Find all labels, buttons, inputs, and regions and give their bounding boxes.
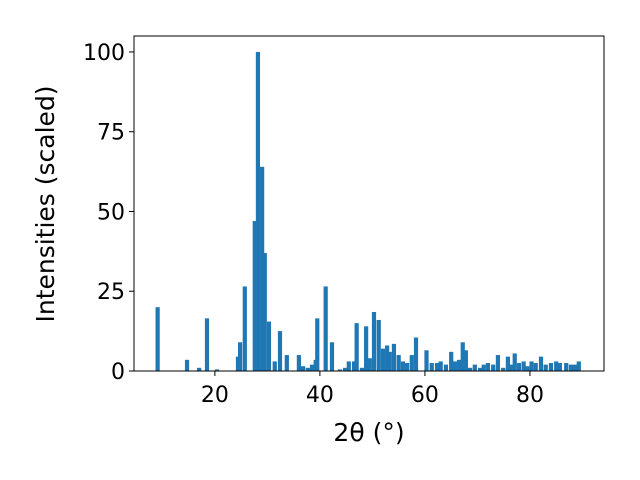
bar xyxy=(548,363,554,371)
bar xyxy=(235,356,241,371)
bar xyxy=(315,318,320,371)
bar xyxy=(443,364,449,371)
bar xyxy=(564,363,569,371)
bar xyxy=(495,355,501,371)
bar xyxy=(404,363,410,371)
bar xyxy=(309,364,315,371)
bar xyxy=(472,364,477,371)
plot-area xyxy=(155,51,581,371)
bar xyxy=(242,286,247,371)
y-axis-label: Intensities (scaled) xyxy=(31,85,60,322)
bar xyxy=(491,364,496,371)
x-tick-label: 80 xyxy=(516,383,544,408)
bar xyxy=(252,221,257,371)
bar xyxy=(354,323,359,371)
axes-frame xyxy=(133,35,605,372)
bar xyxy=(501,367,506,371)
bar xyxy=(323,286,328,371)
bar xyxy=(573,364,578,371)
bar xyxy=(525,366,530,371)
bar xyxy=(237,342,243,371)
bar xyxy=(266,321,272,371)
bar xyxy=(510,364,515,371)
bar xyxy=(260,166,265,371)
bar xyxy=(284,355,289,371)
bar xyxy=(255,51,261,371)
bar xyxy=(521,361,526,371)
y-tick-label: 75 xyxy=(97,121,125,146)
bar xyxy=(481,364,486,371)
bar xyxy=(214,369,220,371)
bar xyxy=(409,355,414,371)
bar xyxy=(367,358,372,371)
bar xyxy=(204,318,210,371)
bar xyxy=(557,363,562,371)
bar xyxy=(452,361,457,371)
y-tick-label: 25 xyxy=(97,280,125,305)
bar xyxy=(505,356,510,371)
bar xyxy=(529,361,534,371)
bar xyxy=(400,361,405,371)
bar xyxy=(371,311,377,371)
y-tick-label: 0 xyxy=(111,360,125,385)
x-axis-label: 2θ (°) xyxy=(333,418,404,447)
y-tick-label: 50 xyxy=(97,200,125,225)
bar xyxy=(460,342,465,371)
bar xyxy=(533,363,538,371)
x-tick-label: 40 xyxy=(306,383,334,408)
bar xyxy=(385,345,390,371)
bar xyxy=(576,361,581,371)
bar xyxy=(438,361,443,371)
bar xyxy=(554,361,559,371)
bar xyxy=(568,364,574,371)
bar xyxy=(272,361,277,371)
bar xyxy=(197,367,202,371)
bar xyxy=(300,366,306,371)
bar xyxy=(429,363,434,371)
bar xyxy=(346,361,351,371)
bar xyxy=(516,363,522,371)
bar xyxy=(449,351,454,371)
bar xyxy=(434,363,440,371)
bar xyxy=(305,367,310,371)
bar xyxy=(387,351,392,371)
bar xyxy=(380,348,386,371)
bar xyxy=(343,367,348,371)
bar xyxy=(376,319,381,371)
bar xyxy=(155,307,160,371)
bar xyxy=(337,369,342,371)
bar xyxy=(543,364,548,371)
y-tick-label: 100 xyxy=(83,41,125,66)
bar xyxy=(467,367,473,371)
bar xyxy=(456,359,462,371)
bar xyxy=(485,363,491,371)
bar xyxy=(359,367,365,371)
bar xyxy=(538,356,544,371)
bar xyxy=(351,361,357,371)
bar xyxy=(396,355,401,371)
bar xyxy=(463,350,468,371)
bar xyxy=(296,355,301,371)
x-tick-label: 60 xyxy=(411,383,439,408)
x-tick-label: 20 xyxy=(201,383,229,408)
bar xyxy=(477,367,483,371)
bar xyxy=(262,252,267,371)
bar xyxy=(424,350,429,371)
bar xyxy=(329,342,335,371)
bar xyxy=(364,326,369,371)
bar xyxy=(184,359,190,371)
bar xyxy=(391,343,397,371)
bar xyxy=(277,331,283,371)
bar xyxy=(413,337,419,371)
bar xyxy=(512,353,517,371)
